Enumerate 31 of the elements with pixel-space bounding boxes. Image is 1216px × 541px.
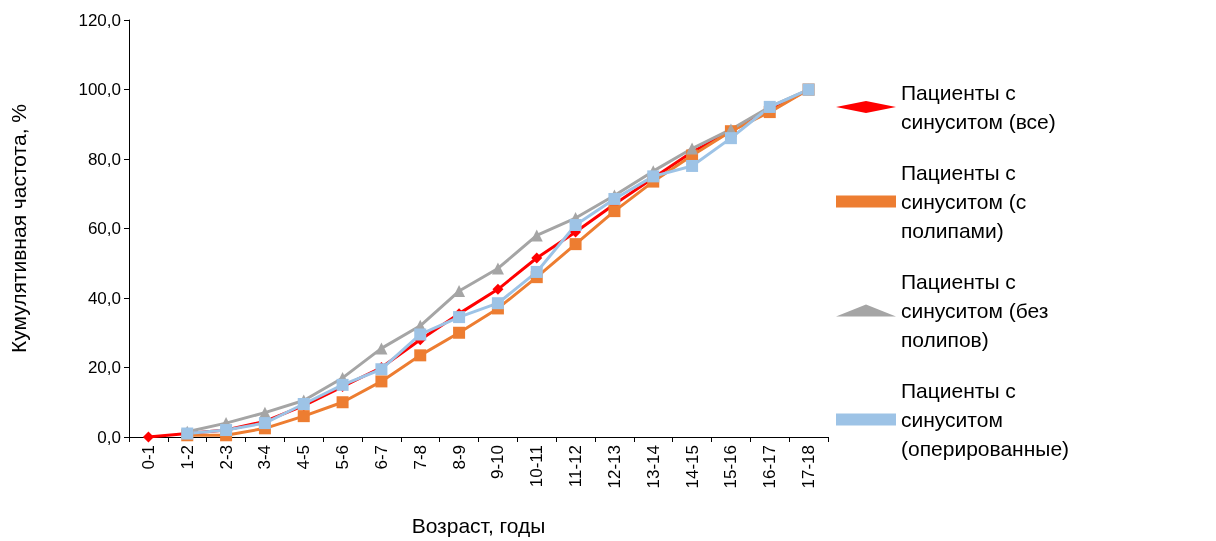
y-tick-label: 100,0	[78, 80, 121, 99]
x-tick-label: 1-2	[177, 445, 197, 470]
legend-label: Пациенты с синуситом (с полипами)	[901, 161, 1032, 242]
x-tick-label: 13-14	[643, 445, 663, 489]
y-tick-label: 40,0	[87, 288, 121, 308]
x-tick-label: 15-16	[721, 445, 741, 489]
x-tick-label: 8-9	[449, 445, 469, 470]
y-tick-label: 80,0	[87, 149, 121, 169]
x-tick-label: 5-6	[333, 445, 353, 470]
legend-label: Пациенты с синуситом (без полипов)	[901, 270, 1055, 351]
x-tick-label: 2-3	[216, 445, 236, 470]
x-tick-label: 9-10	[488, 445, 508, 480]
legend-label: Пациенты с синуситом (все)	[901, 81, 1056, 133]
x-tick-label: 3-4	[255, 445, 275, 470]
x-tick-label: 16-17	[760, 445, 780, 489]
y-tick-label: 60,0	[87, 219, 121, 238]
y-tick-label: 0,0	[97, 427, 121, 447]
x-tick-label: 12-13	[604, 445, 624, 489]
x-tick-label: 14-15	[682, 445, 702, 489]
y-tick-label: 120,0	[78, 10, 121, 30]
x-tick-label: 10-11	[527, 445, 547, 488]
y-axis-title: Кумулятивная частота, %	[7, 104, 30, 353]
x-tick-label: 7-8	[410, 445, 430, 470]
x-axis-title: Возраст, годы	[411, 514, 546, 537]
x-tick-label: 11-12	[566, 445, 586, 488]
x-tick-label: 6-7	[371, 445, 391, 470]
y-tick-label: 20,0	[87, 358, 121, 377]
x-tick-label: 0-1	[138, 445, 158, 470]
x-tick-label: 17-18	[799, 445, 819, 489]
legend-label: Пациенты с синуситом (оперированные)	[901, 379, 1070, 460]
x-tick-label: 4-5	[294, 445, 314, 470]
